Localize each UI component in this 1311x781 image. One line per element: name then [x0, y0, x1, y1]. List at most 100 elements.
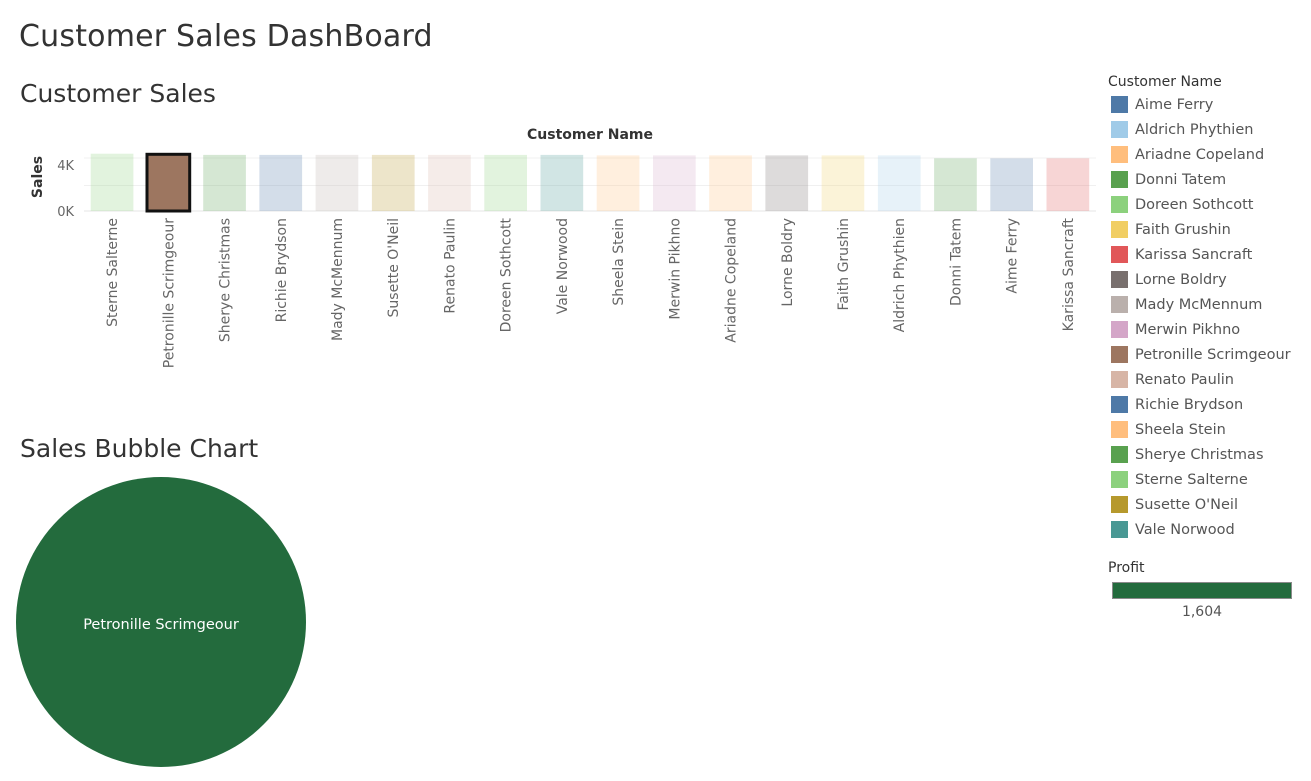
- legend-label: Merwin Pikhno: [1135, 321, 1241, 338]
- bubble-label: Petronille Scrimgeour: [83, 617, 239, 633]
- profit-value: 1,604: [1181, 604, 1223, 620]
- legend-swatch: [1111, 446, 1128, 463]
- legend-item[interactable]: Lorne Boldry: [1108, 267, 1308, 292]
- bar-aldrich-phythien[interactable]: [877, 155, 921, 211]
- x-tick-label: Faith Grushin: [836, 218, 852, 310]
- legend-item[interactable]: Susette O'Neil: [1108, 492, 1308, 517]
- x-tick-label: Sterne Salterne: [105, 218, 121, 327]
- legend-item[interactable]: Aldrich Phythien: [1108, 117, 1308, 142]
- dashboard-title: Customer Sales DashBoard: [19, 19, 433, 54]
- bar-faith-grushin[interactable]: [821, 155, 865, 211]
- legend-item[interactable]: Vale Norwood: [1108, 517, 1308, 542]
- x-tick-label: Merwin Pikhno: [667, 218, 683, 320]
- legend-label: Sherye Christmas: [1135, 446, 1264, 463]
- legend-label: Doreen Sothcott: [1135, 196, 1254, 213]
- x-axis-title: Customer Name: [527, 127, 653, 143]
- legend-item[interactable]: Ariadne Copeland: [1108, 142, 1308, 167]
- customer-sales-bar-chart[interactable]: Customer Name Sales Sterne Salterne Petro…: [0, 120, 1100, 390]
- legend-label: Richie Brydson: [1135, 396, 1244, 413]
- bar-richie-brydson[interactable]: [259, 154, 303, 211]
- legend-item[interactable]: Richie Brydson: [1108, 392, 1308, 417]
- legend-swatch: [1111, 521, 1128, 538]
- bar-sheela-stein[interactable]: [596, 155, 640, 211]
- bar-sherye-christmas[interactable]: [203, 154, 246, 211]
- legend-label: Aime Ferry: [1135, 96, 1214, 113]
- sales-bubble-chart[interactable]: Petronille Scrimgeour: [0, 470, 320, 781]
- bar-doreen-sothcott[interactable]: [484, 154, 527, 211]
- legend-label: Vale Norwood: [1135, 521, 1235, 538]
- legend-item[interactable]: Donni Tatem: [1108, 167, 1308, 192]
- legend-swatch: [1111, 296, 1128, 313]
- legend-label: Sterne Salterne: [1135, 471, 1248, 488]
- legend-swatch: [1111, 496, 1128, 513]
- legend-label: Ariadne Copeland: [1135, 146, 1265, 163]
- legend-swatch: [1111, 271, 1128, 288]
- legend-label: Petronille Scrimgeour: [1135, 346, 1291, 363]
- x-tick-label: Mady McMennum: [330, 218, 346, 341]
- legend-swatch: [1111, 171, 1128, 188]
- legend-swatch: [1111, 146, 1128, 163]
- legend-label: Lorne Boldry: [1135, 271, 1227, 288]
- bar-sterne-salterne[interactable]: [90, 153, 134, 211]
- bar-donni-tatem[interactable]: [934, 158, 977, 211]
- x-tick-label: Lorne Boldry: [780, 218, 796, 307]
- x-tick-label: Petronille Scrimgeour: [161, 218, 177, 368]
- bar-mady-mcmennum[interactable]: [315, 154, 359, 211]
- legend-item[interactable]: Mady McMennum: [1108, 292, 1308, 317]
- legend-swatch: [1111, 471, 1128, 488]
- y-tick-label: 4K: [57, 159, 74, 174]
- legend-item[interactable]: Doreen Sothcott: [1108, 192, 1308, 217]
- x-tick-label: Sheela Stein: [611, 218, 627, 306]
- legend-item[interactable]: Sheela Stein: [1108, 417, 1308, 442]
- legend-item[interactable]: Merwin Pikhno: [1108, 317, 1308, 342]
- bar-karissa-sancraft[interactable]: [1046, 158, 1090, 211]
- legend-item[interactable]: Aime Ferry: [1108, 92, 1308, 117]
- x-tick-label: Sherye Christmas: [218, 218, 234, 342]
- legend-item[interactable]: Sterne Salterne: [1108, 467, 1308, 492]
- legend-swatch: [1111, 121, 1128, 138]
- legend-item[interactable]: Renato Paulin: [1108, 367, 1308, 392]
- x-tick-label: Donni Tatem: [948, 218, 964, 306]
- legend-label: Susette O'Neil: [1135, 496, 1238, 513]
- legend-label: Faith Grushin: [1135, 221, 1231, 238]
- legend-swatch: [1111, 371, 1128, 388]
- bar-merwin-pikhno[interactable]: [653, 155, 696, 211]
- x-tick-label: Ariadne Copeland: [724, 218, 740, 343]
- bubble-chart-title: Sales Bubble Chart: [20, 434, 259, 463]
- x-tick-label: Doreen Sothcott: [499, 217, 515, 332]
- bar-lorne-boldry[interactable]: [765, 155, 809, 211]
- legend-label: Aldrich Phythien: [1135, 121, 1254, 138]
- x-tick-label: Karissa Sancraft: [1061, 217, 1077, 331]
- legend-swatch: [1111, 346, 1128, 363]
- profit-legend-title: Profit: [1108, 560, 1145, 576]
- profit-legend: Profit 1,604: [1108, 560, 1298, 620]
- bar-chart-title: Customer Sales: [20, 79, 216, 108]
- x-tick-label: Renato Paulin: [442, 218, 458, 314]
- x-tick-label: Aime Ferry: [1005, 218, 1021, 294]
- legend-item[interactable]: Sherye Christmas: [1108, 442, 1308, 467]
- bar-susette-o-neil[interactable]: [371, 154, 415, 211]
- bubble-petronille-scrimgeour[interactable]: [16, 477, 306, 767]
- bar-aime-ferry[interactable]: [990, 158, 1033, 211]
- legend-item[interactable]: Faith Grushin: [1108, 217, 1308, 242]
- bar-renato-paulin[interactable]: [428, 154, 471, 211]
- legend-swatch: [1111, 396, 1128, 413]
- legend-label: Sheela Stein: [1135, 421, 1226, 438]
- legend-swatch: [1111, 221, 1128, 238]
- legend-swatch: [1111, 321, 1128, 338]
- y-axis-title: Sales: [30, 156, 46, 198]
- y-tick-label: 0K: [57, 205, 74, 220]
- legend-swatch: [1111, 421, 1128, 438]
- legend-title: Customer Name: [1108, 74, 1222, 90]
- legend-item[interactable]: Petronille Scrimgeour: [1108, 342, 1308, 367]
- bar-ariadne-copeland[interactable]: [709, 155, 752, 211]
- x-tick-label: Vale Norwood: [555, 218, 571, 314]
- legend-swatch: [1111, 246, 1128, 263]
- x-tick-label: Richie Brydson: [274, 218, 290, 322]
- legend-label: Donni Tatem: [1135, 171, 1227, 188]
- legend-label: Karissa Sancraft: [1135, 246, 1253, 263]
- bar-petronille-scrimgeour[interactable]: [145, 152, 192, 213]
- bar-vale-norwood[interactable]: [540, 154, 584, 211]
- legend-item[interactable]: Karissa Sancraft: [1108, 242, 1308, 267]
- legend-label: Mady McMennum: [1135, 296, 1263, 313]
